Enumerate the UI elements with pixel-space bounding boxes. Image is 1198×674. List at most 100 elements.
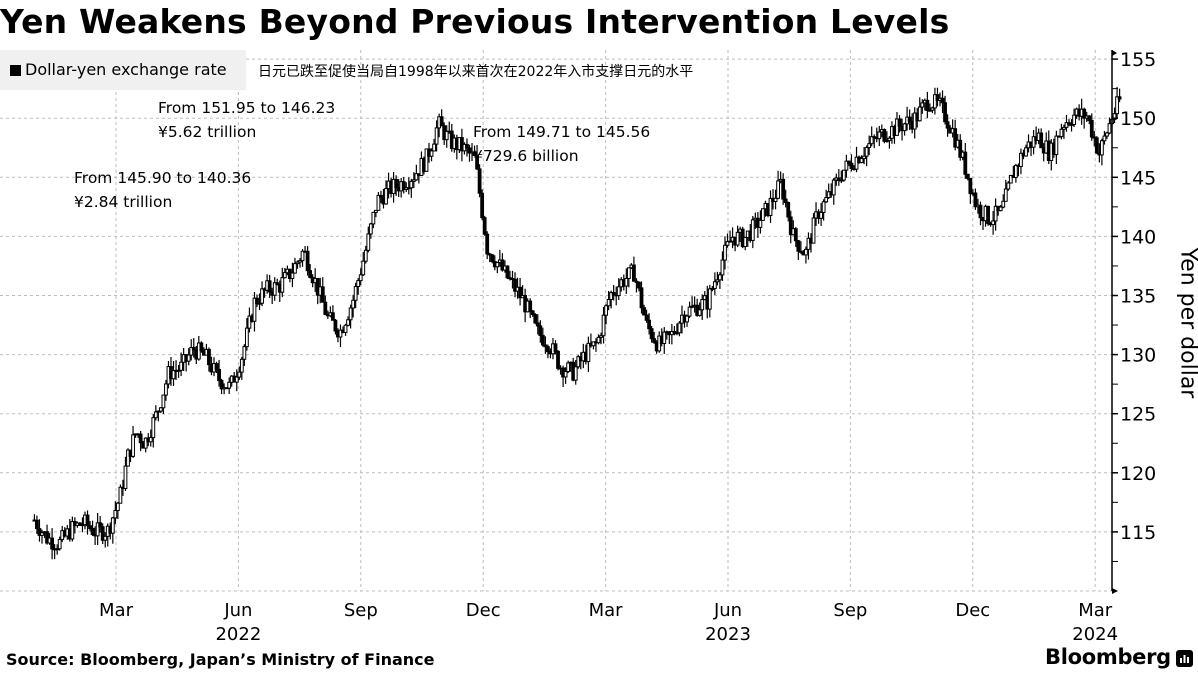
candle-body	[330, 312, 335, 321]
candle-body	[151, 417, 156, 439]
candle-body	[720, 259, 725, 276]
candle-body	[1064, 122, 1069, 128]
candle-body	[543, 344, 548, 348]
candle-body	[290, 272, 295, 280]
candle-body	[841, 169, 846, 181]
y-axis-arrow-top	[1112, 50, 1117, 56]
candle-body	[535, 322, 540, 327]
candle-body	[244, 327, 249, 348]
chart-subtitle: 日元已跌至促使当局自1998年以来首次在2022年入市支撑日元的水平	[258, 64, 694, 80]
candle-body	[153, 411, 158, 419]
candle-body	[793, 228, 798, 242]
candle-body	[295, 261, 300, 265]
candle-body	[40, 532, 44, 536]
annotation-rate-range: From 151.95 to 146.23	[158, 99, 336, 117]
candle-body	[110, 517, 115, 534]
candle-body	[1087, 115, 1092, 121]
candle-body	[293, 263, 297, 274]
candle-body	[824, 197, 829, 203]
candle-body	[363, 249, 368, 262]
candle-body	[482, 217, 487, 235]
candle-body	[968, 177, 973, 195]
candle-body	[239, 358, 244, 373]
candle-body	[715, 279, 720, 283]
candle-body	[821, 201, 826, 213]
y-tick-label: 155	[1120, 49, 1156, 71]
candle-body	[819, 211, 824, 219]
candle-body	[528, 300, 533, 312]
candle-body	[282, 272, 287, 279]
candle-body	[275, 282, 280, 286]
candle-body	[783, 198, 788, 204]
candle-body	[652, 338, 657, 343]
candle-body	[796, 240, 801, 252]
candle-body	[768, 197, 773, 217]
candle-body	[639, 287, 644, 309]
x-tick-label: Mar	[99, 600, 134, 621]
candle-body	[252, 297, 257, 322]
candle-body	[573, 366, 578, 381]
candle-body	[100, 526, 105, 541]
candle-body	[867, 143, 872, 149]
candle-body	[943, 102, 947, 123]
candle-body	[351, 299, 356, 309]
candle-body	[320, 286, 325, 303]
annotation-amount: ¥2.84 trillion	[74, 193, 173, 211]
candle-body	[298, 260, 302, 263]
candle-body	[467, 147, 472, 154]
candle-body	[88, 525, 92, 530]
candle-body	[115, 502, 120, 512]
candle-body	[199, 342, 204, 352]
candle-body	[1112, 113, 1117, 120]
candle-body	[518, 286, 522, 299]
candle-body	[743, 237, 748, 248]
candle-body	[677, 322, 682, 334]
candle-body	[346, 319, 350, 326]
candle-body	[368, 223, 373, 235]
y-tick-label: 145	[1120, 167, 1156, 189]
candle-body	[586, 342, 591, 363]
candle-body	[439, 116, 444, 127]
candle-body	[725, 241, 730, 246]
candle-body	[1019, 152, 1023, 167]
candle-body	[429, 150, 434, 157]
candle-body	[495, 262, 500, 268]
candle-body	[156, 410, 161, 413]
candle-body	[485, 233, 490, 255]
candle-body	[176, 369, 181, 372]
candle-body	[1013, 164, 1018, 178]
candle-body	[138, 433, 143, 444]
candle-body	[606, 299, 611, 307]
x-tick-label: Jun	[223, 600, 252, 621]
candle-body	[601, 314, 606, 337]
candle-body	[480, 192, 485, 219]
candle-body	[761, 208, 765, 221]
candle-body	[1082, 108, 1087, 119]
candle-body	[70, 521, 75, 540]
y-tick-label: 135	[1120, 286, 1156, 308]
candle-body	[384, 188, 388, 205]
candle-body	[394, 178, 399, 188]
series-candles	[32, 86, 1122, 560]
candle-body	[1089, 119, 1094, 138]
candle-body	[434, 127, 439, 145]
candle-body	[409, 180, 414, 189]
candle-body	[781, 178, 786, 200]
candle-body	[540, 334, 545, 346]
annotation-rate-range: From 149.71 to 145.56	[473, 123, 651, 141]
candle-body	[965, 173, 970, 179]
candle-body	[624, 277, 629, 287]
candle-body	[973, 192, 978, 208]
candle-body	[930, 107, 935, 111]
x-tick-label: Mar	[1078, 600, 1113, 621]
x-year-label: 2023	[705, 624, 751, 645]
candle-body	[131, 434, 135, 457]
candle-body	[773, 197, 778, 202]
candle-body	[1105, 132, 1109, 137]
candle-body	[854, 156, 859, 170]
candle-body	[171, 370, 176, 380]
candle-body	[1024, 147, 1028, 157]
candle-body	[675, 332, 679, 335]
candle-body	[411, 179, 416, 182]
candle-body	[986, 205, 990, 225]
